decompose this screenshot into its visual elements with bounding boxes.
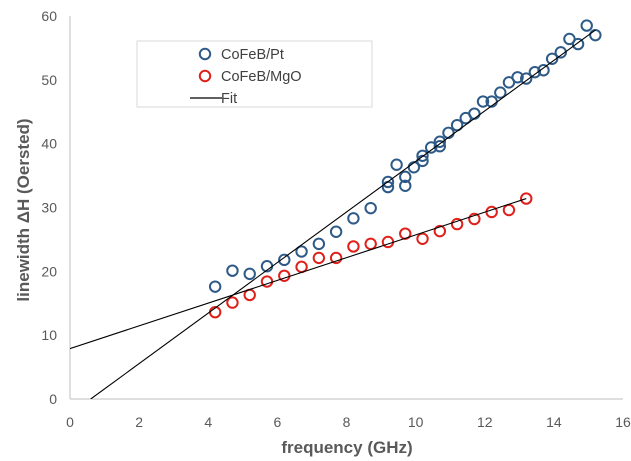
data-point-cofeb-pt xyxy=(589,28,602,42)
x-tick-label: 12 xyxy=(477,414,493,430)
y-axis-label: linewidth ΔH (Oersted) xyxy=(14,118,33,301)
x-tick-label: 8 xyxy=(343,414,351,430)
data-point-cofeb-pt xyxy=(580,19,593,32)
fit-line xyxy=(70,198,527,350)
data-point-cofeb-mgo xyxy=(226,296,239,309)
data-point-cofeb-mgo xyxy=(243,288,256,302)
data-point-cofeb-mgo xyxy=(450,217,464,231)
data-point-cofeb-mgo xyxy=(278,269,291,283)
data-point-cofeb-pt xyxy=(528,65,542,79)
data-point-cofeb-pt xyxy=(545,52,559,65)
data-point-cofeb-pt xyxy=(442,126,455,140)
legend-label: Fit xyxy=(221,91,237,107)
y-tick-label: 20 xyxy=(41,263,57,279)
data-point-cofeb-pt xyxy=(537,64,550,77)
data-point-cofeb-pt xyxy=(450,118,464,132)
data-point-cofeb-pt xyxy=(571,37,585,51)
legend-label: CoFeB/Pt xyxy=(221,47,284,63)
data-point-cofeb-mgo xyxy=(520,192,533,205)
data-point-cofeb-pt xyxy=(476,95,490,108)
x-tick-label: 2 xyxy=(135,414,143,430)
data-point-cofeb-pt xyxy=(424,141,438,154)
x-tick-label: 14 xyxy=(546,414,562,430)
data-point-cofeb-mgo xyxy=(364,237,377,251)
chart-marks xyxy=(70,19,602,399)
legend-box xyxy=(136,40,373,108)
legend-marker xyxy=(198,69,212,83)
data-point-cofeb-pt xyxy=(399,170,412,184)
data-point-cofeb-pt xyxy=(468,107,481,120)
data-point-cofeb-pt xyxy=(226,264,239,277)
y-tick-label: 60 xyxy=(41,8,57,24)
data-point-cofeb-pt xyxy=(494,86,507,99)
x-tick-label: 0 xyxy=(66,414,74,430)
data-point-cofeb-pt xyxy=(364,201,377,215)
legend: CoFeB/Pt CoFeB/MgO Fit xyxy=(136,40,373,108)
data-point-cofeb-pt xyxy=(329,225,343,238)
data-point-cofeb-mgo xyxy=(347,240,360,253)
data-point-cofeb-pt xyxy=(416,154,429,168)
data-point-cofeb-pt xyxy=(390,158,403,171)
data-point-cofeb-mgo xyxy=(502,203,516,217)
data-point-cofeb-pt xyxy=(312,237,326,251)
data-point-cofeb-mgo xyxy=(329,251,343,265)
data-point-cofeb-pt xyxy=(208,280,222,293)
data-point-cofeb-mgo xyxy=(295,260,308,274)
data-point-cofeb-pt xyxy=(399,179,412,192)
plot-area xyxy=(69,16,623,400)
fit-lines xyxy=(70,29,596,399)
y-tick-label: 10 xyxy=(41,327,57,343)
data-point-cofeb-pt xyxy=(433,140,447,153)
data-point-cofeb-pt xyxy=(295,245,308,258)
data-point-cofeb-mgo xyxy=(312,251,326,265)
y-tick-label: 50 xyxy=(41,72,57,88)
data-point-cofeb-pt xyxy=(416,149,429,162)
data-point-cofeb-mgo xyxy=(433,224,447,238)
x-tick-label: 4 xyxy=(204,414,212,430)
y-tick-label: 0 xyxy=(49,391,57,407)
data-point-cofeb-pt xyxy=(520,72,533,85)
x-axis-label: frequency (GHz) xyxy=(281,438,412,457)
x-tick-label: 10 xyxy=(408,414,424,430)
x-tick-label: 6 xyxy=(273,414,281,430)
x-axis-ticks: 0 2 4 6 8 10 12 14 16 xyxy=(66,414,631,430)
legend-label: CoFeB/MgO xyxy=(221,69,302,85)
data-point-cofeb-pt xyxy=(347,212,360,225)
y-axis-ticks: 0 10 20 30 40 50 60 xyxy=(41,8,57,407)
data-point-cofeb-pt xyxy=(381,175,395,189)
x-tick-label: 16 xyxy=(615,414,631,430)
data-point-cofeb-pt xyxy=(554,46,567,59)
legend-marker xyxy=(198,47,212,61)
data-point-cofeb-pt xyxy=(511,71,524,84)
data-point-cofeb-pt xyxy=(278,253,291,267)
y-tick-label: 40 xyxy=(41,136,57,152)
y-tick-label: 30 xyxy=(41,200,57,216)
data-point-cofeb-mgo xyxy=(416,232,429,245)
fit-line xyxy=(90,29,596,399)
data-point-cofeb-mgo xyxy=(468,212,481,226)
data-point-cofeb-pt xyxy=(243,267,256,281)
data-point-cofeb-pt xyxy=(433,135,447,148)
